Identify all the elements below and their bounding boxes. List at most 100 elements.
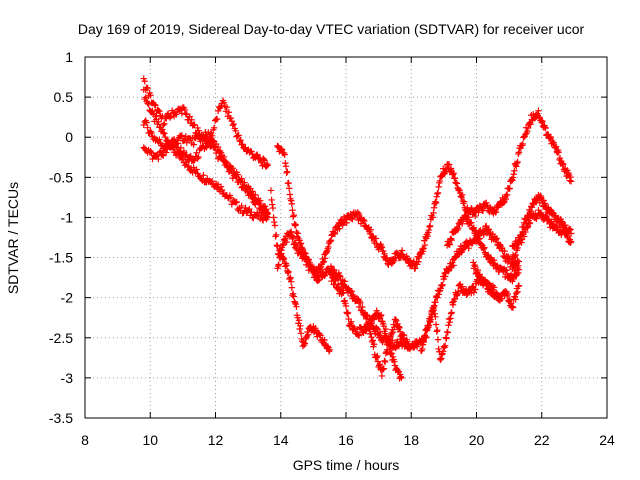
- data-point: [374, 352, 381, 360]
- data-point: [471, 263, 479, 270]
- series-track-4: [140, 132, 271, 223]
- data-point: [397, 373, 405, 380]
- data-point: [281, 151, 288, 158]
- data-point: [423, 333, 430, 341]
- data-point: [506, 296, 513, 304]
- data-point: [331, 266, 338, 274]
- data-point: [186, 153, 193, 161]
- data-point: [288, 232, 296, 239]
- data-point: [398, 247, 406, 254]
- data-point: [385, 339, 392, 346]
- data-point: [567, 178, 575, 185]
- data-point: [514, 244, 521, 252]
- data-point: [455, 251, 462, 258]
- data-point: [441, 273, 449, 280]
- data-point: [246, 187, 253, 195]
- data-point: [547, 133, 555, 141]
- data-point: [515, 283, 522, 290]
- data-point: [434, 189, 442, 197]
- data-point: [483, 222, 490, 230]
- data-point: [457, 193, 465, 200]
- data-point: [509, 303, 516, 310]
- data-point: [180, 147, 188, 155]
- data-point: [334, 281, 342, 288]
- data-point: [380, 365, 388, 372]
- data-point: [237, 178, 244, 186]
- data-point: [393, 317, 400, 325]
- data-point: [282, 159, 289, 167]
- data-point: [288, 284, 296, 291]
- x-tick-label: 20: [469, 432, 485, 448]
- data-point: [294, 230, 301, 237]
- data-point: [287, 197, 295, 204]
- data-point: [197, 138, 204, 145]
- data-point: [460, 198, 468, 205]
- data-point: [382, 325, 390, 333]
- y-tick-label: -3: [61, 370, 74, 386]
- data-point: [151, 101, 158, 108]
- data-point: [273, 242, 281, 249]
- data-point: [434, 336, 442, 343]
- data-point: [487, 254, 495, 261]
- data-point: [230, 120, 237, 128]
- data-point: [445, 322, 452, 329]
- data-point: [289, 213, 297, 220]
- data-point: [445, 161, 453, 168]
- data-point: [239, 140, 246, 148]
- data-point: [259, 204, 266, 211]
- data-point: [540, 197, 547, 204]
- data-point: [327, 238, 334, 245]
- data-point: [212, 149, 220, 157]
- data-point: [447, 310, 455, 317]
- data-point: [513, 163, 520, 170]
- series-track-5: [267, 187, 333, 355]
- data-point: [280, 255, 288, 263]
- data-point: [152, 102, 159, 109]
- data-point: [218, 186, 226, 194]
- y-tick-label: 0.5: [54, 89, 74, 105]
- data-point: [327, 237, 335, 244]
- x-tick-label: 18: [403, 432, 419, 448]
- data-point: [444, 329, 451, 336]
- data-point: [519, 140, 527, 148]
- data-point: [448, 309, 455, 316]
- data-point: [185, 162, 192, 170]
- data-point: [276, 254, 284, 261]
- data-point: [227, 194, 235, 201]
- data-point: [415, 254, 423, 262]
- data-point: [520, 233, 528, 240]
- data-point: [518, 239, 525, 246]
- data-point: [235, 132, 242, 139]
- data-point: [367, 226, 374, 233]
- data-point: [304, 331, 312, 338]
- data-point: [437, 356, 444, 363]
- data-point: [537, 192, 544, 200]
- data-point: [464, 204, 471, 211]
- data-point: [344, 309, 352, 317]
- data-point: [156, 108, 163, 115]
- data-point: [458, 249, 465, 256]
- data-point: [511, 252, 519, 260]
- data-point: [378, 244, 386, 251]
- data-point: [378, 372, 386, 380]
- data-point: [259, 205, 267, 212]
- data-point: [145, 100, 152, 108]
- data-point: [456, 187, 463, 194]
- data-point: [293, 303, 300, 310]
- data-point: [227, 114, 235, 122]
- data-point: [492, 236, 500, 243]
- data-point: [211, 143, 219, 150]
- data-point: [432, 321, 440, 328]
- data-point: [514, 257, 521, 265]
- data-point: [178, 132, 186, 139]
- data-point: [512, 251, 519, 259]
- data-point: [386, 340, 393, 348]
- data-point: [524, 224, 531, 231]
- data-point: [551, 144, 558, 151]
- y-tick-label: -1.5: [49, 250, 73, 266]
- data-point: [141, 78, 148, 85]
- data-point: [560, 160, 567, 168]
- data-point: [509, 174, 517, 181]
- data-point: [421, 241, 429, 249]
